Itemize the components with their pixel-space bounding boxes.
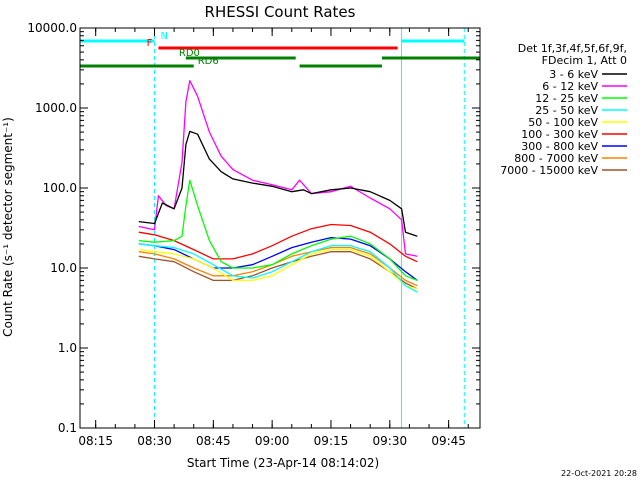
x-tick-label-3: 09:00	[255, 434, 290, 448]
series-line-800-7000-kev	[138, 246, 418, 287]
y-tick-label-5: 10000.0	[27, 21, 77, 35]
flag-label-rd0: RD0	[179, 48, 200, 59]
y-tick-label-2: 10.0	[50, 261, 77, 275]
legend-header-line-2: FDecim 1, Att 0	[542, 54, 627, 67]
x-tick-label-1: 08:30	[137, 434, 172, 448]
legend-label-2: 12 - 25 keV	[535, 92, 598, 105]
y-tick-label-0: 0.1	[58, 421, 77, 435]
legend-label-7: 800 - 7000 keV	[514, 152, 598, 165]
y-tick-label-3: 100.0	[43, 181, 77, 195]
x-tick-label-4: 09:15	[314, 434, 349, 448]
x-tick-label-6: 09:45	[431, 434, 466, 448]
x-tick-label-5: 09:30	[373, 434, 408, 448]
legend-label-3: 25 - 50 keV	[535, 104, 598, 117]
series-line-25-50-kev	[138, 243, 418, 293]
footer-date: 22-Oct-2021 20:28	[561, 469, 637, 478]
flag-label-f: F	[147, 38, 153, 49]
x-tick-label-0: 08:15	[78, 434, 113, 448]
legend-label-5: 100 - 300 keV	[521, 128, 598, 141]
y-axis-label: Count Rate (s⁻¹ detector segment⁻¹)	[1, 117, 15, 337]
legend-label-4: 50 - 100 keV	[528, 116, 598, 129]
axes: 08:15 08:30 08:45 09:00 09:15 09:30 09:45 0.1 1.…	[27, 21, 481, 448]
chart-title: RHESSI Count Rates	[205, 3, 356, 21]
flag-label-n: N	[161, 31, 168, 42]
series-line-6-12-kev	[138, 79, 418, 257]
series-line-300-800-kev	[138, 236, 418, 281]
x-axis-label: Start Time (23-Apr-14 08:14:02)	[187, 456, 379, 470]
legend-label-6: 300 - 800 keV	[521, 140, 598, 153]
y-tick-label-1: 1.0	[58, 341, 77, 355]
legend-header-line-1: Det 1f,3f,4f,5f,6f,9f,	[518, 42, 627, 55]
legend-label-1: 6 - 12 keV	[542, 80, 598, 93]
flag-label-rd6: RD6	[198, 56, 219, 67]
x-tick-label-2: 08:45	[196, 434, 231, 448]
legend-label-8: 7000 - 15000 keV	[500, 164, 598, 177]
plot-frame	[79, 27, 481, 429]
legend-label-0: 3 - 6 keV	[549, 68, 598, 81]
legend: Det 1f,3f,4f,5f,6f,9f, FDecim 1, Att 0 3…	[500, 42, 627, 177]
series-line-3-6-kev	[138, 130, 418, 237]
series-line-12-25-kev	[138, 179, 418, 282]
series-line-100-300-kev	[138, 223, 418, 263]
series-line-50-100-kev	[138, 248, 418, 290]
y-tick-label-4: 1000.0	[35, 101, 77, 115]
series-line-7000-15000-kev	[138, 251, 418, 290]
